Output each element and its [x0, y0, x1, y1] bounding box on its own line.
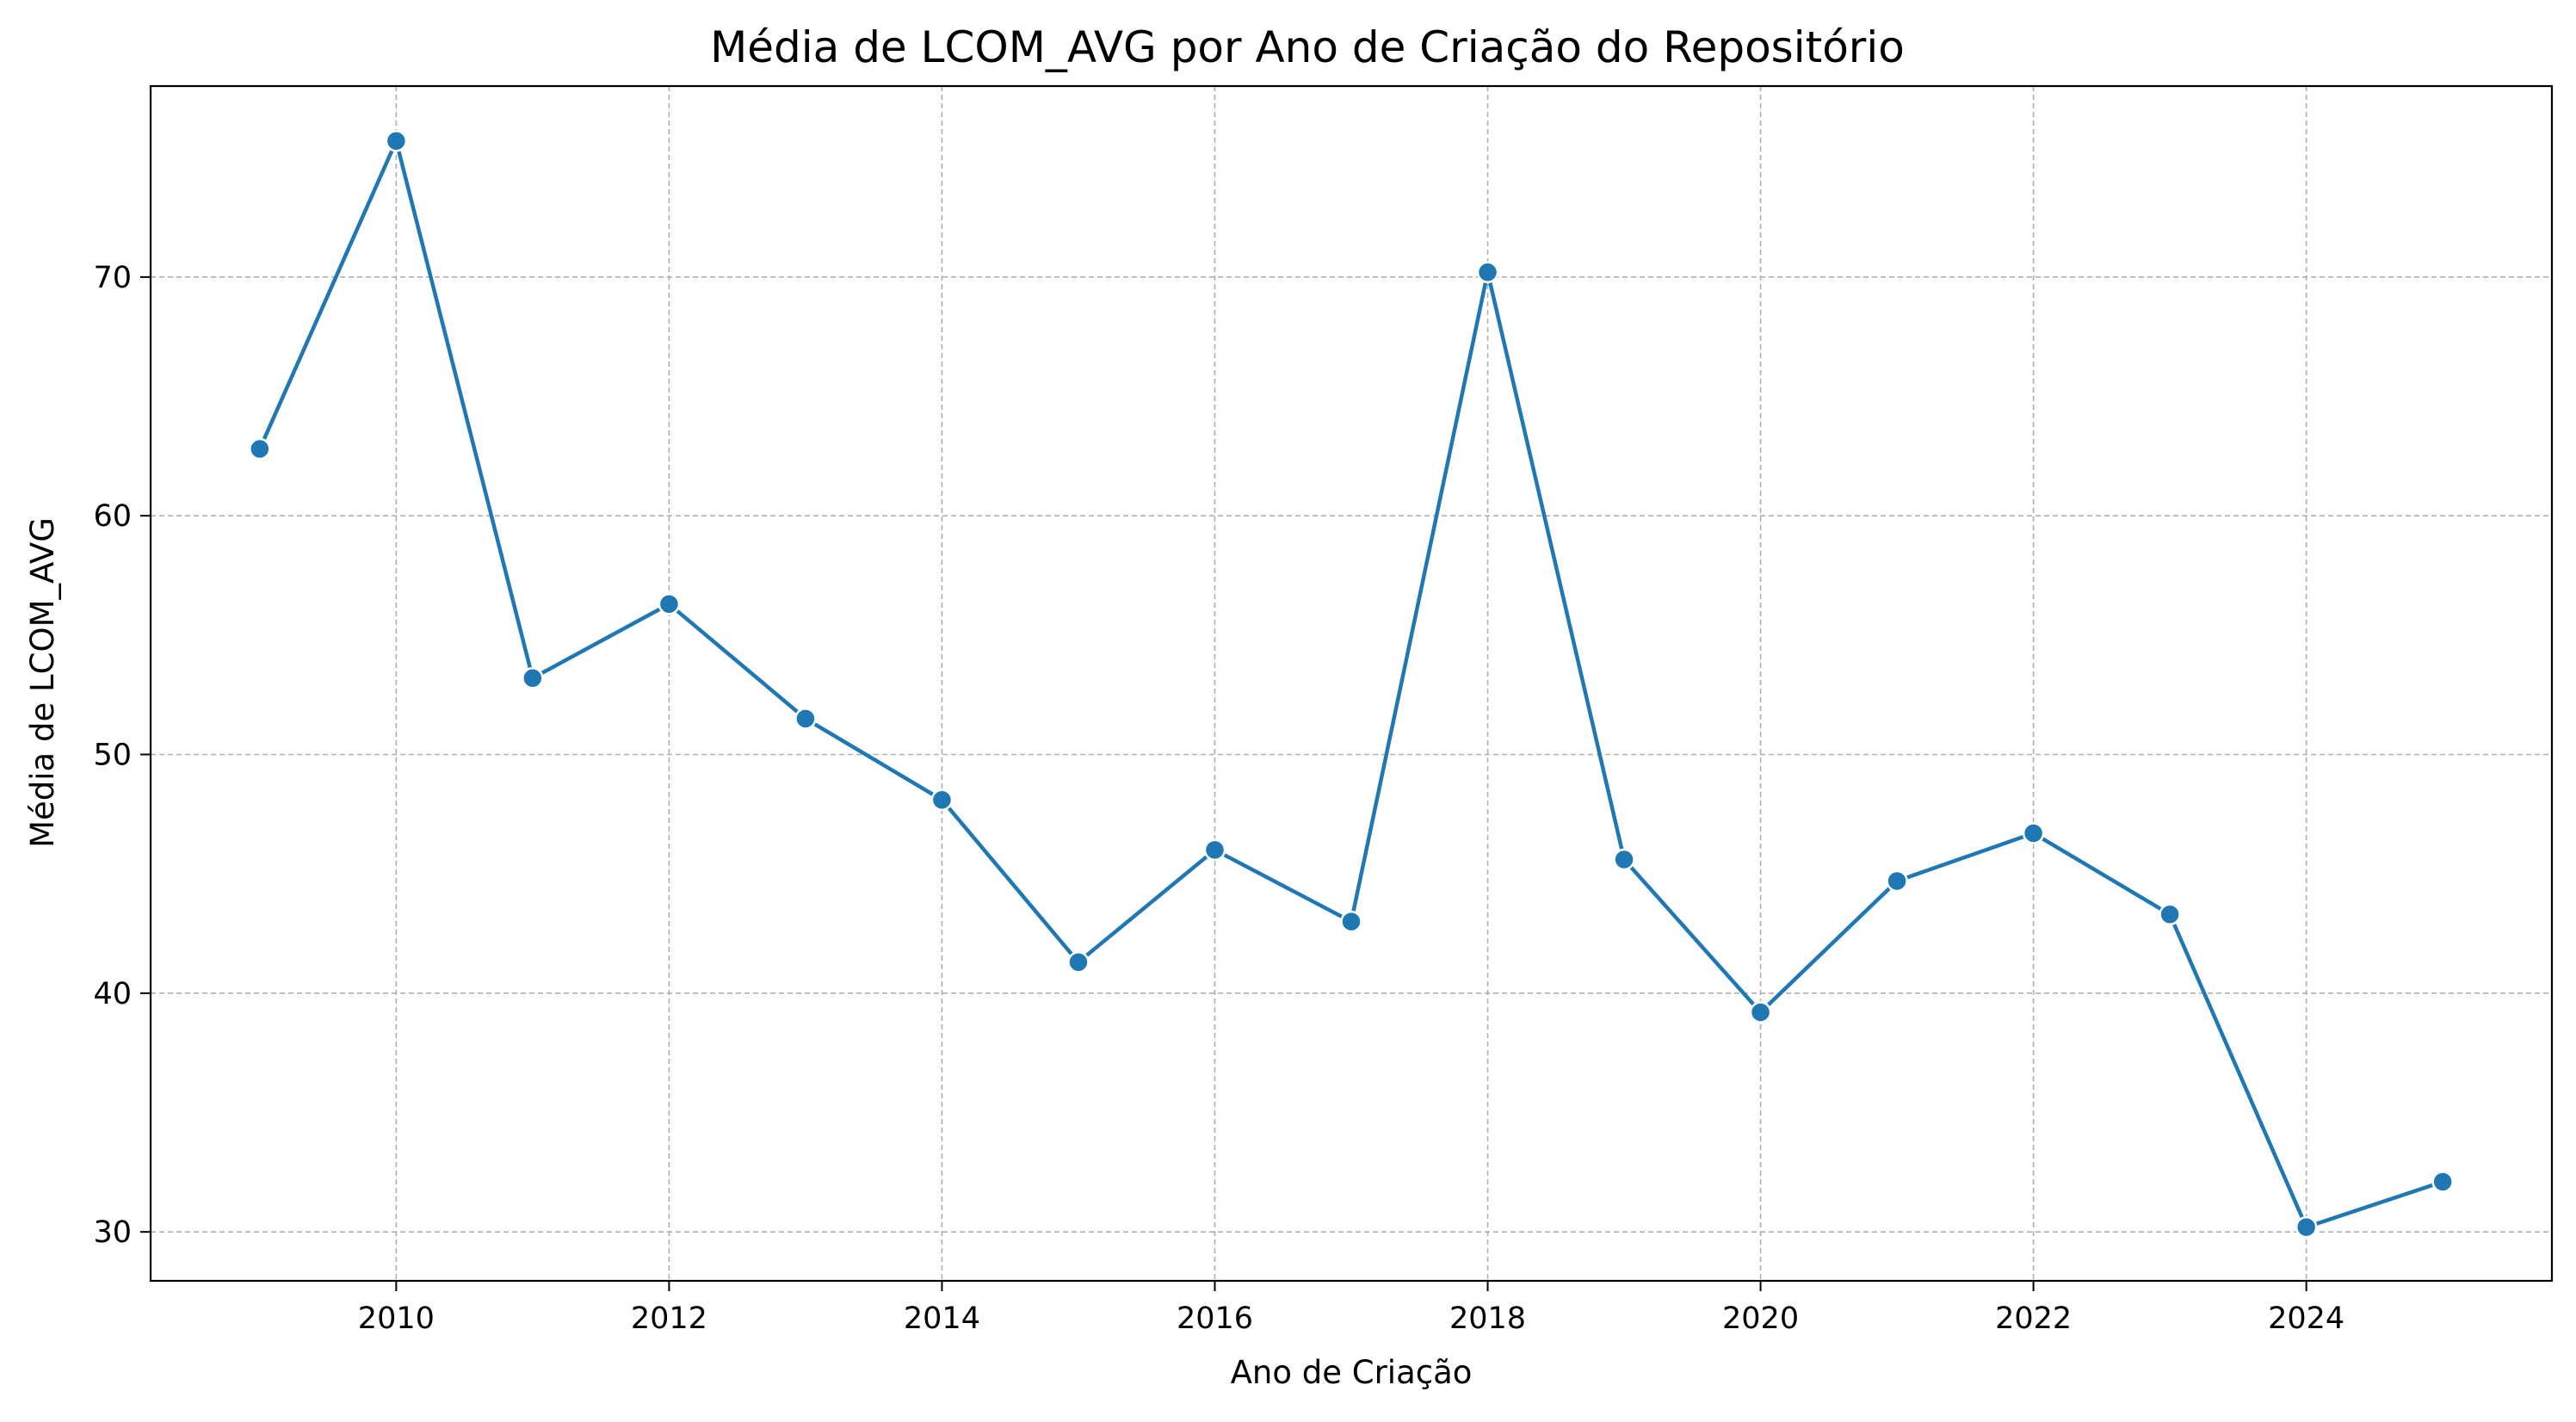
y-tick-label: 40 — [93, 977, 132, 1011]
data-point — [1749, 1001, 1772, 1023]
data-point — [658, 593, 681, 615]
data-point — [249, 437, 271, 461]
x-tick-label: 2024 — [2268, 1301, 2344, 1336]
y-tick-label: 70 — [93, 261, 132, 295]
y-tick-label: 30 — [93, 1215, 132, 1250]
x-tick-label: 2010 — [358, 1301, 435, 1336]
data-point — [2431, 1171, 2454, 1193]
data-point — [2022, 822, 2045, 844]
x-tick-label: 2018 — [1449, 1301, 1526, 1336]
x-tick-label: 2012 — [631, 1301, 707, 1336]
y-tick-label: 50 — [93, 739, 132, 773]
x-axis-label: Ano de Criação — [1231, 1354, 1473, 1391]
data-point — [930, 788, 954, 811]
x-tick-label: 2022 — [1995, 1301, 2072, 1336]
data-point — [522, 667, 544, 689]
x-tick-label: 2020 — [1722, 1301, 1799, 1336]
x-tick-label: 2016 — [1177, 1301, 1253, 1336]
data-point — [2159, 903, 2181, 926]
data-point — [1613, 848, 1635, 871]
data-point — [1340, 910, 1362, 933]
chart-title: Média de LCOM_AVG por Ano de Criação do … — [710, 22, 1905, 72]
data-point — [1886, 869, 1908, 893]
y-axis-label: Média de LCOM_AVG — [24, 517, 61, 848]
data-point — [385, 130, 408, 152]
grid-lines — [151, 86, 2552, 1281]
data-point — [794, 708, 817, 730]
data-point — [1067, 951, 1090, 974]
x-tick-label: 2014 — [904, 1301, 980, 1336]
data-point — [1203, 838, 1226, 862]
plot-frame — [149, 84, 2554, 1283]
data-point — [2295, 1215, 2318, 1239]
series-layer — [249, 130, 2454, 1239]
data-point — [1476, 261, 1499, 284]
axis-ticks: 2010 2012 2014 2016 2018 2020 2022 2024 30 40 50 60… — [93, 261, 2344, 1336]
y-tick-label: 60 — [93, 499, 132, 534]
